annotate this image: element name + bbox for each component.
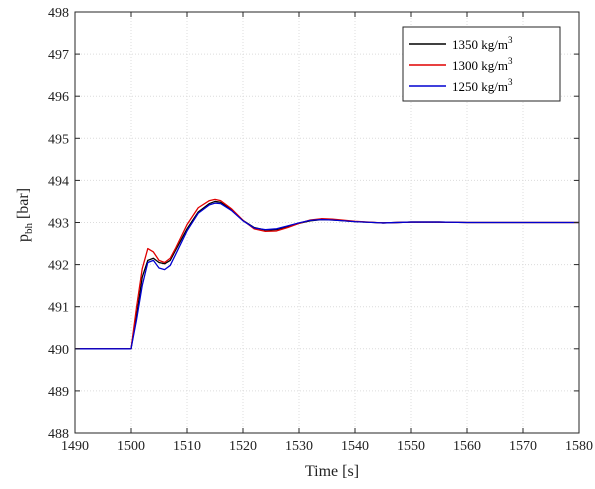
- legend-label-1250: 1250 kg/m3: [452, 77, 513, 94]
- y-tick-label: 491: [48, 301, 69, 316]
- x-tick-label: 1540: [341, 439, 369, 454]
- x-tick-label: 1580: [565, 439, 593, 454]
- y-axis-label: pbh [bar]: [15, 188, 35, 242]
- legend-superscript: 3: [508, 56, 513, 66]
- x-tick-label: 1560: [453, 439, 481, 454]
- x-tick-label: 1570: [509, 439, 537, 454]
- axis-ticks: [74, 11, 580, 434]
- legend-superscript: 3: [508, 35, 513, 45]
- y-tick-labels: 488 489 490 491 492 493 494 495 496 497 498: [48, 6, 69, 442]
- y-tick-label: 494: [48, 174, 69, 189]
- legend-value: 1300 kg/m: [452, 58, 508, 73]
- legend-value: 1250 kg/m: [452, 79, 508, 94]
- x-axis-label: Time [s]: [305, 463, 359, 480]
- y-tick-label: 488: [48, 427, 69, 442]
- y-tick-label: 497: [48, 48, 69, 63]
- y-axis-label-sub: bh: [23, 223, 35, 235]
- series-line-1250: [75, 202, 579, 350]
- x-tick-label: 1530: [285, 439, 313, 454]
- y-tick-label: 490: [48, 343, 69, 358]
- x-tick-label: 1510: [173, 439, 201, 454]
- y-tick-label: 495: [48, 132, 69, 147]
- legend-value: 1350 kg/m: [452, 37, 508, 52]
- y-axis-label-main: p: [15, 234, 32, 242]
- legend-box: [402, 26, 561, 102]
- series-lines: [75, 198, 579, 350]
- x-tick-label: 1550: [397, 439, 425, 454]
- y-tick-label: 496: [48, 90, 69, 105]
- y-tick-label: 489: [48, 385, 69, 400]
- legend-label-1350: 1350 kg/m3: [452, 35, 513, 52]
- legend-superscript: 3: [508, 77, 513, 87]
- x-tick-label: 1520: [229, 439, 257, 454]
- y-tick-label: 492: [48, 259, 69, 274]
- y-tick-label: 498: [48, 6, 69, 21]
- x-tick-label: 1490: [61, 439, 89, 454]
- legend-label-1300: 1300 kg/m3: [452, 56, 513, 73]
- y-tick-label: 493: [48, 217, 69, 232]
- y-axis-label-unit: [bar]: [15, 188, 32, 223]
- x-tick-label: 1500: [117, 439, 145, 454]
- x-tick-labels: 1490 1500 1510 1520 1530 1540 1550 1560 1570 1580: [61, 439, 593, 454]
